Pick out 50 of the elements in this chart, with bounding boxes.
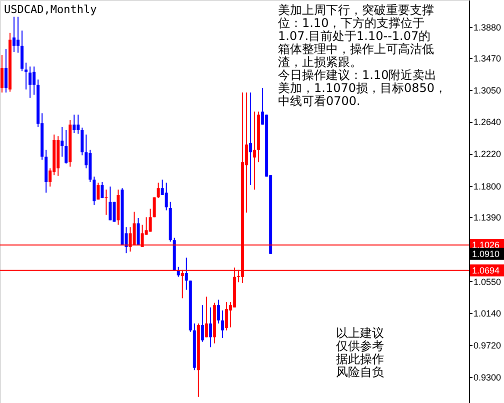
- y-tick-label: 1.3470: [474, 54, 502, 64]
- candlestick: [220, 310, 224, 338]
- y-tick-label: 1.3880: [474, 22, 502, 32]
- y-tick-label: 1.1390: [474, 212, 502, 223]
- candlestick: [16, 16, 20, 54]
- candlestick: [253, 111, 256, 190]
- candlestick: [208, 306, 212, 348]
- candlestick: [20, 30, 24, 72]
- text: 1.0910: [472, 248, 500, 259]
- candlestick: [249, 92, 252, 186]
- candlestick: [96, 182, 100, 200]
- candlestick: [0, 54, 4, 94]
- candlestick: [156, 182, 160, 199]
- candlestick: [224, 302, 228, 331]
- candlestick: [204, 296, 208, 338]
- candlestick: [12, 16, 16, 52]
- candlestick: [136, 217, 140, 246]
- candlestick: [24, 62, 28, 90]
- candlestick: [60, 126, 64, 158]
- y-tick-label: 0.9300: [474, 372, 502, 382]
- chart-title: USDCAD,Monthly: [4, 3, 98, 16]
- candlestick: [76, 114, 80, 134]
- y-tick-label: 1.2640: [474, 117, 502, 128]
- y-tick-label: 1.3050: [474, 86, 502, 96]
- candlestick: [28, 66, 32, 98]
- candlestick: [108, 186, 112, 221]
- candlestick: [200, 304, 204, 342]
- y-tick-label: 1.1800: [474, 181, 502, 192]
- candlestick: [92, 176, 96, 206]
- candlestick: [100, 182, 104, 199]
- ref-line-label: 1.0694: [472, 265, 500, 276]
- candlestick: [4, 48, 8, 94]
- ref-line-label: 1.1026: [472, 240, 500, 250]
- candlestick: [32, 66, 36, 96]
- y-tick-label: 1.0550: [474, 276, 502, 287]
- candlestick: [148, 208, 152, 232]
- candlestick: [112, 201, 116, 222]
- candlestick: [184, 257, 188, 290]
- y-tick-label: 1.2220: [474, 149, 502, 160]
- candlestick: [216, 299, 220, 324]
- annotation: 美加上周下行，突破重要支撑位：1.10，下方的支撑位于1.07.目前处于1.10--1.07的箱体整理中，操作上可高沽低渣，止损紧跟。: [278, 3, 434, 69]
- candlestick: [72, 114, 76, 134]
- annotation: 以上建议仅供参考据此操作风险自负: [336, 326, 384, 379]
- y-tick-label: 1.0140: [474, 308, 502, 318]
- candlestick: [164, 182, 168, 211]
- candlestick: [80, 127, 84, 156]
- candlestick: [64, 130, 68, 164]
- annotation: 今日操作建议：1.10附近卖出美加，1.1070损，目标0850，中线可看0700.: [278, 68, 447, 108]
- candlestick: [176, 266, 180, 278]
- y-tick-label: 0.9720: [474, 340, 502, 350]
